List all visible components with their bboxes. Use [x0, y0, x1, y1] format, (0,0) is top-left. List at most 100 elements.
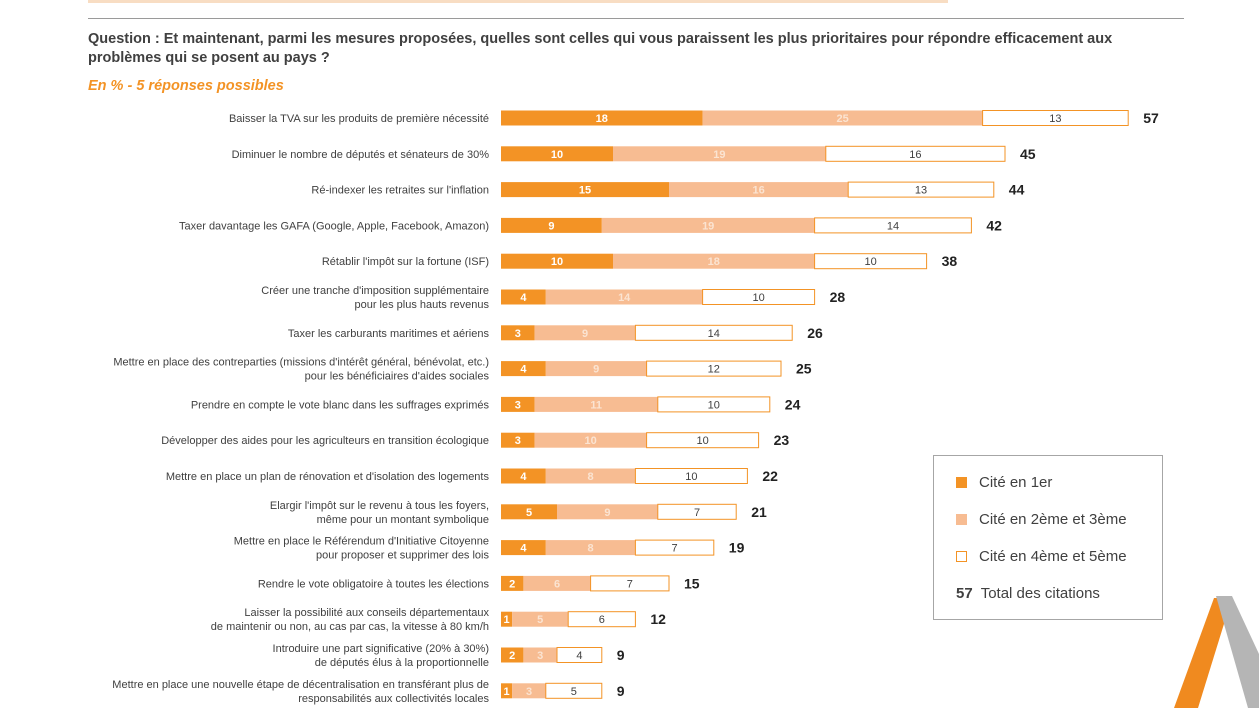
legend-swatch-third	[956, 551, 967, 562]
category-label-line: Mettre en place des contreparties (missi…	[113, 357, 489, 369]
category-label: Introduire une part significative (20% à…	[273, 643, 489, 669]
bar-segment-label: 7	[694, 507, 700, 519]
legend-swatch-second	[956, 514, 967, 525]
category-label: Taxer les carburants maritimes et aérien…	[288, 328, 490, 340]
bar-segment-label: 18	[596, 113, 608, 125]
category-label-line: Laisser la possibilité aux conseils dépa…	[244, 607, 489, 619]
category-label: Elargir l'impôt sur le revenu à tous les…	[270, 500, 489, 526]
bar-segment	[545, 361, 647, 377]
bar-segment	[613, 253, 815, 269]
category-label-line: de députés élus à la proportionnelle	[315, 657, 489, 669]
total-label: 42	[986, 217, 1002, 233]
bar-segment	[501, 289, 546, 305]
bar-segment	[523, 575, 591, 591]
header-divider	[88, 18, 1184, 19]
bar-segment-label: 19	[702, 220, 714, 232]
total-label: 26	[807, 325, 823, 341]
bar-segment	[702, 289, 816, 305]
bar-segment	[501, 253, 613, 269]
brand-logo-icon	[1174, 596, 1259, 708]
bar-segment-label: 3	[515, 399, 521, 411]
category-label-line: Créer une tranche d'imposition supplémen…	[261, 285, 489, 297]
bar-segment	[590, 575, 670, 592]
category-label: Taxer davantage les GAFA (Google, Apple,…	[179, 220, 489, 232]
bar-segment	[512, 611, 569, 627]
bar-segment-label: 13	[1049, 113, 1061, 125]
bar-segment	[847, 181, 995, 198]
bar-segment-label: 9	[593, 364, 599, 376]
bar-segment	[501, 110, 703, 126]
category-label-line: de maintenir ou non, au cas par cas, la …	[211, 621, 489, 633]
bar-segment-label: 6	[554, 578, 560, 590]
bar-segment-label: 9	[582, 328, 588, 340]
bar-segment-label: 19	[713, 149, 725, 161]
total-label: 23	[774, 432, 790, 448]
total-label: 25	[796, 361, 812, 377]
bar-segment	[501, 325, 535, 341]
bar-segment	[501, 540, 546, 556]
bar-segment	[501, 504, 557, 520]
bar-segment-label: 13	[915, 185, 927, 197]
category-label: Mettre en place le Référendum d'Initiati…	[234, 536, 490, 562]
bar-segment	[523, 647, 557, 663]
total-label: 12	[650, 611, 666, 627]
legend-item-second: Cité en 2ème et 3ème	[956, 511, 1127, 528]
chart-subtitle: En % - 5 réponses possibles	[88, 78, 284, 94]
bar-segment-label: 3	[515, 328, 521, 340]
legend-swatch-first	[956, 477, 967, 488]
legend-label-second: Cité en 2ème et 3ème	[979, 511, 1127, 528]
category-label-line: Rendre le vote obligatoire à toutes les …	[258, 578, 490, 590]
bar-segment-label: 14	[887, 220, 899, 232]
category-label-line: pour les plus hauts revenus	[354, 299, 489, 311]
bar-segment	[814, 253, 928, 270]
bar-segment-label: 7	[627, 578, 633, 590]
category-label-line: Diminuer le nombre de députés et sénateu…	[232, 149, 490, 161]
bar-segment	[501, 217, 602, 233]
bar-segment-label: 10	[752, 292, 764, 304]
bar-segment	[556, 647, 603, 663]
bar-segment	[501, 432, 535, 448]
category-label-line: Mettre en place le Référendum d'Initiati…	[234, 536, 489, 548]
bar-segment-label: 15	[579, 185, 591, 197]
category-label: Mettre en place une nouvelle étape de dé…	[112, 679, 489, 705]
bar-segment-label: 8	[588, 471, 594, 483]
legend-total-label: Total des citations	[980, 585, 1100, 602]
bar-segment-label: 4	[520, 364, 527, 376]
total-label: 19	[729, 540, 745, 556]
bar-segment	[646, 360, 782, 377]
bar-segment-label: 5	[571, 686, 577, 698]
category-label-line: pour proposer et supprimer des lois	[316, 550, 490, 562]
category-label-line: pour les bénéficiaires d'aides sociales	[305, 371, 490, 383]
bar-segment-label: 1	[504, 686, 510, 698]
bar-segment	[567, 611, 636, 628]
bar-segment	[634, 468, 748, 484]
category-label: Mettre en place des contreparties (missi…	[113, 357, 489, 383]
category-label: Créer une tranche d'imposition supplémen…	[261, 285, 489, 311]
category-label-line: Baisser la TVA sur les produits de premi…	[229, 113, 489, 125]
category-label: Baisser la TVA sur les produits de premi…	[229, 113, 489, 125]
bar-segment	[634, 324, 793, 341]
total-label: 21	[751, 504, 767, 520]
bar-segment	[545, 540, 636, 556]
bar-segment	[702, 110, 983, 126]
bar-segment	[657, 396, 771, 413]
bar-segment	[501, 611, 513, 627]
legend-item-third: Cité en 4ème et 5ème	[956, 548, 1127, 565]
bar-segment-label: 10	[551, 149, 563, 161]
bar-segment-label: 1	[504, 614, 510, 626]
bar-segment-label: 16	[752, 185, 764, 197]
bar-segment-label: 6	[599, 614, 605, 626]
category-label-line: responsabilités aux collectivités locale…	[298, 693, 489, 705]
total-label: 44	[1009, 182, 1025, 198]
bar-segment	[545, 682, 603, 699]
bar-segment-label: 12	[708, 364, 720, 376]
bar-segment-label: 8	[588, 543, 594, 555]
bar-segment-label: 4	[576, 650, 582, 662]
category-label: Ré-indexer les retraites sur l'inflation	[311, 185, 489, 197]
category-label: Mettre en place un plan de rénovation et…	[166, 471, 490, 483]
legend-item-first: Cité en 1er	[956, 474, 1052, 491]
category-label-line: même pour un montant symbolique	[317, 514, 489, 526]
question-text: Question : Et maintenant, parmi les mesu…	[88, 31, 1113, 66]
bar-segment	[545, 289, 703, 305]
